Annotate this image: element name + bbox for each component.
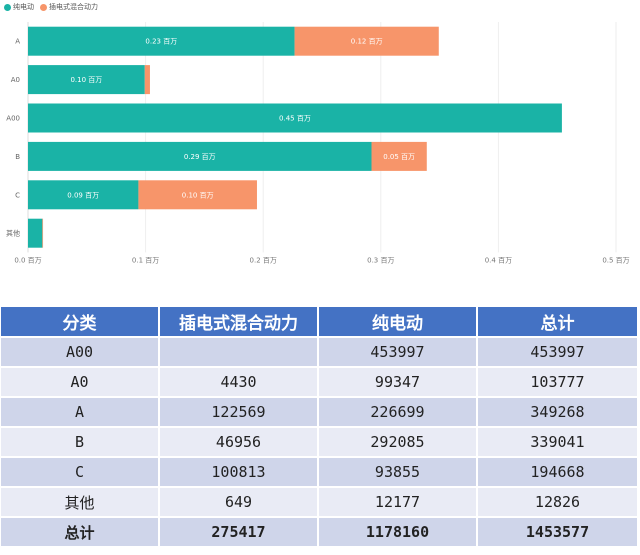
cell-bev: 226699 bbox=[319, 396, 478, 426]
cell-bev: 292085 bbox=[319, 426, 478, 456]
bar-phev bbox=[294, 26, 439, 56]
cell-phev bbox=[160, 336, 319, 366]
cell-category: B bbox=[1, 426, 160, 456]
cell-total: 339041 bbox=[478, 426, 637, 456]
bar-bev bbox=[28, 103, 562, 133]
x-tick-label: 0.1 百万 bbox=[132, 256, 159, 264]
bar-data-label: 0.05 百万 bbox=[383, 153, 415, 161]
cell-bev: 12177 bbox=[319, 486, 478, 516]
header-total: 总计 bbox=[478, 307, 637, 336]
cell-category: A00 bbox=[1, 336, 160, 366]
cell-phev: 46956 bbox=[160, 426, 319, 456]
cell-category: 其他 bbox=[1, 486, 160, 516]
x-tick-label: 0.3 百万 bbox=[367, 256, 394, 264]
header-phev: 插电式混合动力 bbox=[160, 307, 319, 336]
x-tick-label: 0.4 百万 bbox=[485, 256, 512, 264]
bar-phev bbox=[42, 218, 44, 248]
header-bev: 纯电动 bbox=[319, 307, 478, 336]
cell-total: 1453577 bbox=[478, 516, 637, 546]
table-row: A00 453997 453997 bbox=[1, 336, 637, 366]
table-row: A 122569 226699 349268 bbox=[1, 396, 637, 426]
cell-bev: 453997 bbox=[319, 336, 478, 366]
cell-phev: 649 bbox=[160, 486, 319, 516]
bar-bev bbox=[28, 26, 295, 56]
bar-data-label: 0.45 百万 bbox=[279, 115, 311, 123]
cell-total: 349268 bbox=[478, 396, 637, 426]
legend-item-bev[interactable]: 纯电动 bbox=[4, 2, 34, 12]
legend-label-bev: 纯电动 bbox=[13, 3, 34, 11]
cell-category: A bbox=[1, 396, 160, 426]
table-row: C 100813 93855 194668 bbox=[1, 456, 637, 486]
bar-data-label: 0.29 百万 bbox=[184, 153, 216, 161]
cell-bev: 99347 bbox=[319, 366, 478, 396]
cell-total: 103777 bbox=[478, 366, 637, 396]
cell-total: 194668 bbox=[478, 456, 637, 486]
bar-bev bbox=[28, 65, 145, 95]
y-category-label: C bbox=[15, 191, 20, 199]
bar-phev bbox=[138, 180, 257, 210]
legend-swatch-bev bbox=[4, 3, 11, 11]
table-total-row: 总计 275417 1178160 1453577 bbox=[1, 516, 637, 546]
cell-total: 453997 bbox=[478, 336, 637, 366]
table-row: A0 4430 99347 103777 bbox=[1, 366, 637, 396]
cell-total: 12826 bbox=[478, 486, 637, 516]
bar-data-label: 0.12 百万 bbox=[351, 38, 383, 46]
y-category-label: A bbox=[15, 38, 20, 46]
cell-bev: 93855 bbox=[319, 456, 478, 486]
bar-data-label: 0.09 百万 bbox=[67, 191, 99, 199]
bar-phev bbox=[371, 141, 427, 171]
table-row: B 46956 292085 339041 bbox=[1, 426, 637, 456]
cell-phev: 122569 bbox=[160, 396, 319, 426]
y-category-label: B bbox=[15, 153, 20, 161]
cell-category: C bbox=[1, 456, 160, 486]
cell-category: A0 bbox=[1, 366, 160, 396]
legend-item-phev[interactable]: 插电式混合动力 bbox=[40, 2, 98, 12]
y-category-label: 其他 bbox=[6, 229, 20, 238]
bar-bev bbox=[28, 141, 372, 171]
y-category-label: A00 bbox=[6, 115, 20, 123]
cell-bev: 1178160 bbox=[319, 516, 478, 546]
cell-phev: 275417 bbox=[160, 516, 319, 546]
x-tick-label: 0.5 百万 bbox=[602, 256, 629, 264]
table-row: 其他 649 12177 12826 bbox=[1, 486, 637, 516]
stacked-bar-chart: 0.0 百万 0.1 百万 0.2 百万 0.3 百万 0.4 百万 0.5 百万 A 0.2… bbox=[6, 22, 630, 264]
chart-legend: 纯电动 插电式混合动力 bbox=[4, 2, 98, 12]
bar-bev bbox=[28, 180, 139, 210]
header-category: 分类 bbox=[1, 307, 160, 336]
table-header-row: 分类 插电式混合动力 纯电动 总计 bbox=[1, 307, 637, 336]
cell-phev: 4430 bbox=[160, 366, 319, 396]
bar-bev bbox=[28, 218, 43, 248]
bar-data-label: 0.10 百万 bbox=[182, 191, 214, 199]
summary-table: 分类 插电式混合动力 纯电动 总计 A00 453997 453997 A0 4… bbox=[1, 307, 637, 546]
cell-phev: 100813 bbox=[160, 456, 319, 486]
cell-category: 总计 bbox=[1, 516, 160, 546]
x-tick-label: 0.2 百万 bbox=[250, 256, 277, 264]
legend-label-phev: 插电式混合动力 bbox=[49, 3, 98, 11]
legend-swatch-phev bbox=[40, 3, 47, 11]
y-category-label: A0 bbox=[11, 76, 20, 84]
bar-phev bbox=[144, 65, 150, 95]
x-tick-label: 0.0 百万 bbox=[14, 256, 41, 264]
bar-data-label: 0.23 百万 bbox=[145, 38, 177, 46]
bar-data-label: 0.10 百万 bbox=[70, 76, 102, 84]
